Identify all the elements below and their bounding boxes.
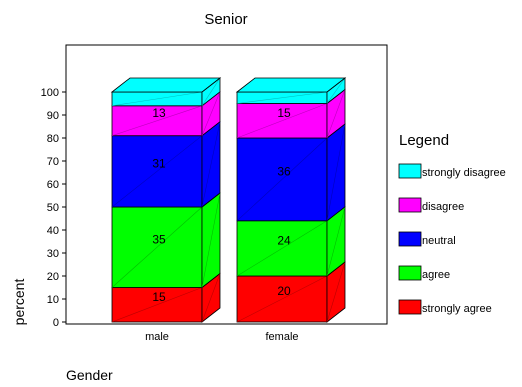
bar-shading xyxy=(201,77,221,106)
legend-title: Legend xyxy=(399,132,449,149)
y-axis: 0 10 20 30 40 50 60 70 80 90 100 xyxy=(41,87,66,329)
data-label: 31 xyxy=(152,156,166,170)
legend-swatch xyxy=(398,265,422,281)
bar-shading xyxy=(326,261,346,323)
data-label: 15 xyxy=(277,106,291,120)
bar-shading xyxy=(111,105,203,136)
legend-label: strongly agree xyxy=(422,303,492,315)
bars: 15 35 31 13 20 24 36 15 xyxy=(110,77,347,323)
bar-shading xyxy=(236,137,328,222)
bar-shading xyxy=(111,206,203,288)
legend-label: strongly disagree xyxy=(422,167,506,179)
bar-shading xyxy=(201,121,221,208)
y-tick-label: 30 xyxy=(47,248,59,260)
legend-label: disagree xyxy=(422,201,464,213)
y-tick-label: 10 xyxy=(47,294,59,306)
y-tick-label: 40 xyxy=(47,225,59,237)
x-tick-label: female xyxy=(265,331,298,343)
bar-shading xyxy=(236,103,328,139)
bar-shading xyxy=(326,206,346,277)
data-label: 36 xyxy=(277,164,291,178)
bar-shading xyxy=(236,220,328,277)
y-tick-label: 100 xyxy=(41,87,59,99)
y-tick-label: 70 xyxy=(47,156,59,168)
bar-shading xyxy=(201,273,221,323)
legend: strongly disagree disagree neutral agree str… xyxy=(398,163,506,315)
bar-shading xyxy=(111,91,203,107)
chart-title: Senior xyxy=(204,11,247,28)
y-tick-label: 20 xyxy=(47,271,59,283)
bar-shading xyxy=(236,275,328,323)
y-tick-label: 60 xyxy=(47,179,59,191)
bar-shading xyxy=(201,91,221,136)
x-tick-label: male xyxy=(145,331,169,343)
y-tick-label: 80 xyxy=(47,133,59,145)
bar-shading xyxy=(111,135,203,208)
bar-shading xyxy=(326,77,346,104)
y-tick-label: 0 xyxy=(53,317,59,329)
x-axis-label: Gender xyxy=(66,367,113,383)
data-label: 35 xyxy=(152,232,166,246)
bar-shading xyxy=(201,192,221,288)
x-tick-labels: male female xyxy=(145,331,298,343)
legend-swatch xyxy=(398,197,422,213)
bar-top xyxy=(110,77,222,93)
y-tick-label: 50 xyxy=(47,202,59,214)
legend-swatch xyxy=(398,299,422,315)
data-label: 24 xyxy=(277,233,291,247)
y-tick-label: 90 xyxy=(47,110,59,122)
bar-shading xyxy=(326,123,346,221)
legend-label: agree xyxy=(422,269,450,281)
data-label: 20 xyxy=(277,284,291,298)
legend-swatch xyxy=(398,231,422,247)
bar-shading xyxy=(111,287,203,323)
legend-label: neutral xyxy=(422,235,456,247)
data-label: 15 xyxy=(152,290,166,304)
bar-top xyxy=(235,77,347,93)
legend-swatch xyxy=(398,163,422,179)
data-label: 13 xyxy=(152,106,166,120)
bar-shading xyxy=(236,91,328,104)
y-axis-label: percent xyxy=(11,279,27,326)
bar-shading xyxy=(326,89,346,139)
